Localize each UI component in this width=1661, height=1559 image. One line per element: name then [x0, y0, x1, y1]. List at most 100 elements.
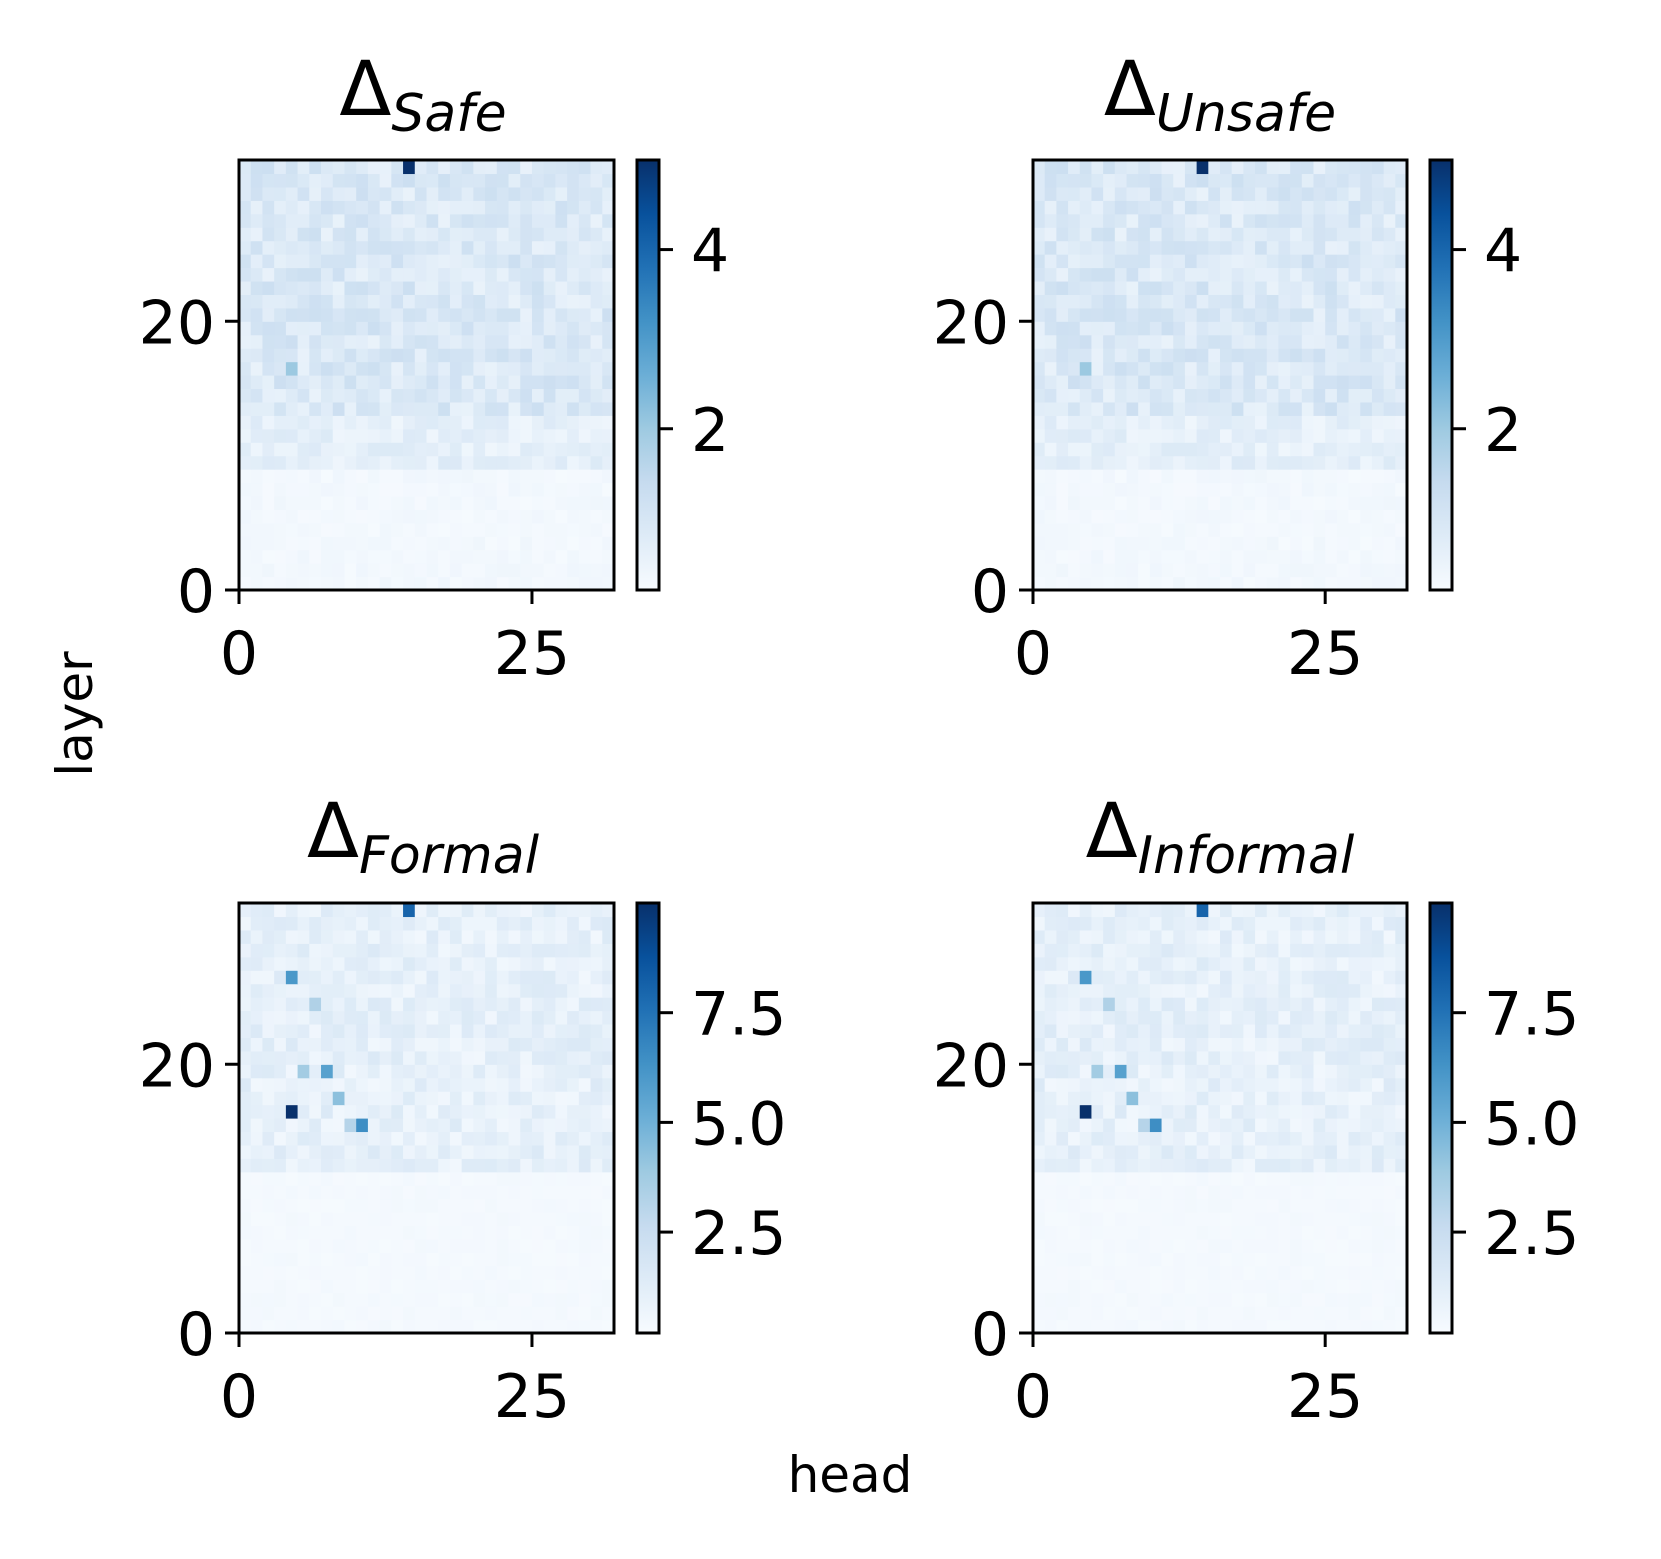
heatmap-cell — [473, 1144, 486, 1159]
heatmap-cell — [1301, 482, 1315, 497]
heatmap-cell — [309, 1238, 322, 1253]
heatmap-cell — [250, 213, 264, 228]
heatmap-cell — [367, 1252, 381, 1267]
heatmap-cell — [1068, 482, 1081, 497]
heatmap-cell — [1126, 1225, 1139, 1240]
heatmap-cell — [1149, 321, 1163, 336]
heatmap-cell — [1243, 903, 1256, 918]
heatmap-cell — [1196, 549, 1209, 564]
heatmap-cell — [262, 267, 275, 282]
heatmap-cell — [1231, 1064, 1244, 1079]
heatmap-cell — [285, 1023, 299, 1038]
heatmap-cell — [426, 321, 439, 336]
heatmap-cell — [1360, 200, 1373, 215]
heatmap-cell — [1395, 240, 1408, 255]
heatmap-cell — [578, 1319, 592, 1334]
heatmap-cell — [461, 1306, 474, 1321]
heatmap-cell — [1079, 1265, 1093, 1280]
heatmap-cell — [250, 186, 264, 201]
heatmap-cell — [1208, 267, 1221, 282]
heatmap-cell — [602, 254, 615, 269]
heatmap-cell — [403, 442, 416, 457]
heatmap-cell — [508, 563, 521, 578]
heatmap-cell — [1033, 455, 1046, 470]
heatmap-cell — [1348, 563, 1361, 578]
heatmap-cell — [555, 267, 568, 282]
heatmap-cell — [297, 1131, 310, 1146]
heatmap-cell — [602, 563, 615, 578]
heatmap-cell — [1371, 294, 1385, 309]
heatmap-cell — [1266, 186, 1280, 201]
heatmap-cell — [1348, 240, 1361, 255]
heatmap-cell — [1255, 1077, 1268, 1092]
heatmap-cell — [297, 267, 310, 282]
heatmap-cell — [344, 469, 357, 484]
heatmap-cell — [1301, 1144, 1315, 1159]
heatmap-cell — [602, 983, 615, 998]
heatmap-cell — [1231, 1010, 1244, 1025]
heatmap-cell — [473, 1023, 486, 1038]
heatmap-cell — [567, 495, 580, 510]
heatmap-cell — [1243, 1077, 1256, 1092]
heatmap-cell — [578, 1212, 592, 1227]
heatmap-cell — [1138, 200, 1151, 215]
heatmap-cell — [1220, 482, 1233, 497]
heatmap-cell — [1091, 956, 1104, 971]
heatmap-cell — [426, 1077, 439, 1092]
heatmap-cell — [1079, 1292, 1093, 1307]
heatmap-cell — [508, 1064, 521, 1079]
heatmap-cell — [1383, 415, 1396, 430]
heatmap-cell — [508, 509, 521, 524]
heatmap-cell — [1196, 1104, 1209, 1119]
heatmap-cell — [262, 1225, 275, 1240]
heatmap-cell — [1360, 321, 1373, 336]
heatmap-cell — [1173, 455, 1186, 470]
heatmap-cell — [1149, 1252, 1163, 1267]
heatmap-cell — [1173, 1077, 1186, 1092]
heatmap-cell — [356, 1238, 369, 1253]
heatmap-cell — [485, 388, 498, 403]
heatmap-cell — [297, 563, 310, 578]
heatmap-cell — [1161, 482, 1174, 497]
heatmap-cell — [473, 903, 486, 918]
heatmap-cell — [1383, 1212, 1396, 1227]
heatmap-cell — [1383, 1144, 1396, 1159]
heatmap-cell — [1348, 375, 1361, 390]
heatmap-cell — [297, 1265, 310, 1280]
heatmap-cell — [1044, 267, 1057, 282]
heatmap-cell — [285, 1131, 299, 1146]
heatmap-cell — [1114, 1212, 1128, 1227]
heatmap-cell — [1395, 576, 1408, 591]
heatmap-cell — [297, 1144, 310, 1159]
heatmap-cell — [1325, 1104, 1338, 1119]
heatmap-cell — [309, 1131, 322, 1146]
heatmap-cell — [1208, 536, 1221, 551]
heatmap-cell — [1114, 1037, 1128, 1052]
heatmap-cell — [438, 1225, 451, 1240]
heatmap-cell — [1114, 186, 1128, 201]
heatmap-cell — [602, 929, 615, 944]
heatmap-cell — [1138, 442, 1151, 457]
heatmap-cell — [1220, 1050, 1233, 1065]
heatmap-cell — [473, 1306, 486, 1321]
heatmap-cell — [520, 1037, 533, 1052]
heatmap-cell — [438, 1279, 451, 1294]
heatmap-cell — [1231, 334, 1244, 349]
heatmap-cell — [367, 1010, 381, 1025]
heatmap-cell — [438, 1144, 451, 1159]
heatmap-cell — [1325, 1198, 1338, 1213]
heatmap-cell — [485, 1171, 498, 1186]
heatmap-cell — [1395, 200, 1408, 215]
heatmap-cell — [321, 563, 334, 578]
heatmap-cell — [1266, 267, 1280, 282]
heatmap-cell — [1126, 943, 1139, 958]
heatmap-cell — [1044, 1118, 1057, 1133]
heatmap-cell — [1266, 1010, 1280, 1025]
heatmap-cell — [1371, 970, 1385, 985]
heatmap-cell — [555, 348, 568, 363]
heatmap-cell — [531, 916, 545, 931]
heatmap-cell — [567, 227, 580, 242]
heatmap-cell — [496, 442, 510, 457]
heatmap-cell — [367, 321, 381, 336]
heatmap-cell — [1103, 227, 1116, 242]
